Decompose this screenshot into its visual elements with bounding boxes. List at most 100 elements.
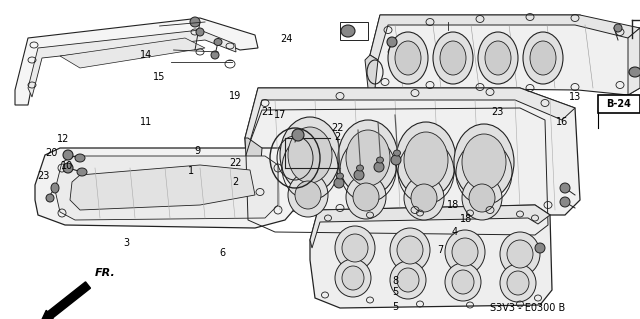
Text: 22: 22 bbox=[332, 123, 344, 133]
Text: B-24: B-24 bbox=[607, 99, 632, 109]
Text: 13: 13 bbox=[568, 92, 581, 102]
Polygon shape bbox=[245, 138, 262, 200]
Ellipse shape bbox=[334, 178, 344, 188]
Ellipse shape bbox=[51, 183, 59, 193]
Ellipse shape bbox=[390, 261, 426, 299]
Text: 23: 23 bbox=[492, 107, 504, 117]
Ellipse shape bbox=[342, 234, 368, 262]
Text: 7: 7 bbox=[437, 245, 444, 256]
Ellipse shape bbox=[335, 226, 375, 270]
Text: 1: 1 bbox=[188, 166, 194, 176]
Polygon shape bbox=[55, 156, 278, 220]
Text: 6: 6 bbox=[220, 248, 226, 258]
Text: S3V3 - E0300 B: S3V3 - E0300 B bbox=[490, 303, 565, 313]
Text: 8: 8 bbox=[392, 276, 399, 286]
Ellipse shape bbox=[462, 134, 506, 190]
Ellipse shape bbox=[560, 183, 570, 193]
Ellipse shape bbox=[288, 173, 328, 217]
Ellipse shape bbox=[388, 32, 428, 84]
Ellipse shape bbox=[452, 270, 474, 294]
Ellipse shape bbox=[295, 181, 321, 209]
Text: 12: 12 bbox=[56, 134, 69, 144]
Ellipse shape bbox=[535, 243, 545, 253]
Ellipse shape bbox=[404, 132, 448, 188]
Text: 19: 19 bbox=[229, 91, 242, 101]
Ellipse shape bbox=[404, 176, 444, 220]
Text: 20: 20 bbox=[45, 148, 58, 158]
Ellipse shape bbox=[337, 173, 344, 179]
Ellipse shape bbox=[469, 184, 495, 212]
Bar bbox=[598, 95, 640, 113]
Ellipse shape bbox=[280, 117, 340, 193]
Polygon shape bbox=[245, 88, 580, 215]
Polygon shape bbox=[245, 88, 575, 148]
Polygon shape bbox=[35, 148, 298, 228]
Text: FR.: FR. bbox=[95, 268, 116, 278]
Ellipse shape bbox=[395, 41, 421, 75]
Ellipse shape bbox=[342, 266, 364, 290]
FancyArrow shape bbox=[40, 282, 90, 319]
Text: 16: 16 bbox=[556, 117, 568, 127]
Text: 18: 18 bbox=[447, 200, 460, 210]
Ellipse shape bbox=[63, 150, 73, 160]
Ellipse shape bbox=[452, 238, 478, 266]
Text: 5: 5 bbox=[392, 287, 399, 297]
Ellipse shape bbox=[507, 271, 529, 295]
Text: 10: 10 bbox=[61, 161, 74, 171]
Ellipse shape bbox=[353, 183, 379, 211]
Ellipse shape bbox=[346, 175, 386, 219]
Polygon shape bbox=[370, 15, 640, 95]
Text: 2: 2 bbox=[334, 132, 340, 142]
Ellipse shape bbox=[390, 228, 430, 272]
Ellipse shape bbox=[46, 194, 54, 202]
Ellipse shape bbox=[341, 25, 355, 37]
Ellipse shape bbox=[387, 37, 397, 47]
Ellipse shape bbox=[500, 232, 540, 276]
Ellipse shape bbox=[440, 41, 466, 75]
Text: 15: 15 bbox=[152, 72, 165, 82]
Ellipse shape bbox=[288, 127, 332, 183]
Ellipse shape bbox=[63, 163, 73, 173]
Ellipse shape bbox=[354, 170, 364, 180]
Ellipse shape bbox=[523, 32, 563, 84]
Polygon shape bbox=[365, 55, 378, 88]
Text: 23: 23 bbox=[37, 171, 50, 181]
Ellipse shape bbox=[292, 129, 304, 141]
Ellipse shape bbox=[478, 32, 518, 84]
Ellipse shape bbox=[346, 130, 390, 186]
Text: 21: 21 bbox=[261, 107, 274, 117]
Ellipse shape bbox=[507, 240, 533, 268]
Ellipse shape bbox=[335, 259, 371, 297]
Ellipse shape bbox=[394, 150, 401, 156]
Text: 24: 24 bbox=[280, 34, 293, 44]
Polygon shape bbox=[310, 205, 550, 248]
Polygon shape bbox=[15, 18, 258, 105]
Text: 5: 5 bbox=[392, 302, 399, 312]
Text: 22: 22 bbox=[229, 158, 242, 168]
Bar bbox=[340, 22, 368, 40]
Ellipse shape bbox=[214, 39, 222, 46]
Ellipse shape bbox=[445, 263, 481, 301]
Text: 3: 3 bbox=[124, 238, 130, 248]
Ellipse shape bbox=[500, 264, 536, 302]
Ellipse shape bbox=[211, 51, 219, 59]
Text: 17: 17 bbox=[274, 110, 287, 120]
Polygon shape bbox=[310, 205, 552, 308]
Ellipse shape bbox=[560, 197, 570, 207]
Polygon shape bbox=[370, 15, 640, 60]
Ellipse shape bbox=[454, 124, 514, 200]
Text: 9: 9 bbox=[194, 145, 200, 156]
Text: 18: 18 bbox=[460, 213, 472, 224]
Ellipse shape bbox=[196, 28, 204, 36]
Ellipse shape bbox=[629, 67, 640, 77]
Ellipse shape bbox=[338, 120, 398, 196]
Ellipse shape bbox=[433, 32, 473, 84]
Ellipse shape bbox=[77, 168, 87, 176]
Ellipse shape bbox=[397, 236, 423, 264]
Text: 11: 11 bbox=[140, 117, 152, 127]
Ellipse shape bbox=[462, 176, 502, 220]
Ellipse shape bbox=[411, 184, 437, 212]
Ellipse shape bbox=[445, 230, 485, 274]
Ellipse shape bbox=[397, 268, 419, 292]
Ellipse shape bbox=[374, 162, 384, 172]
